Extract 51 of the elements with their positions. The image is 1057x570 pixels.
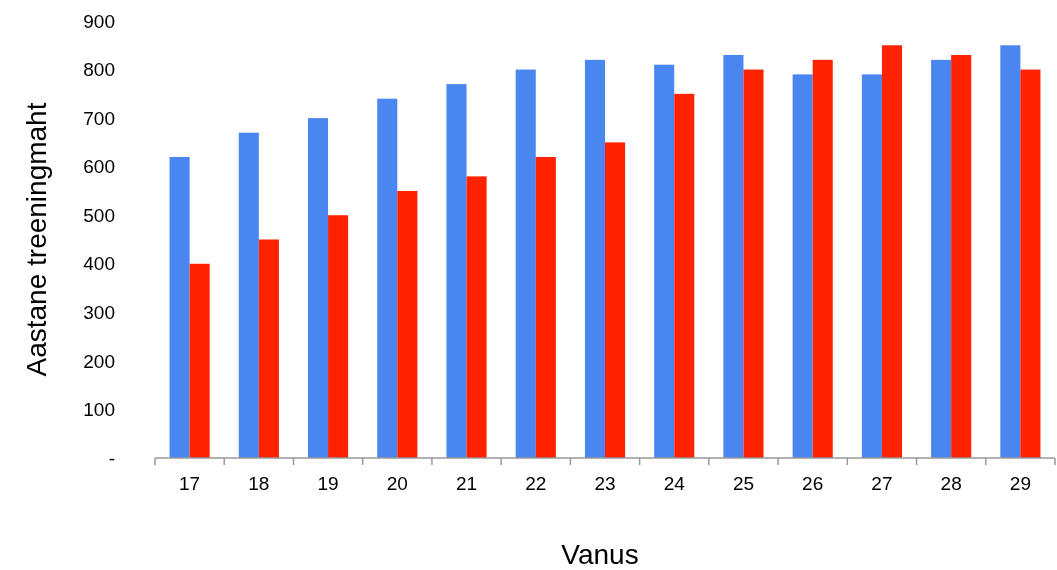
bar	[723, 54, 744, 458]
bar	[1020, 69, 1041, 458]
y-tick-label: 800	[83, 59, 115, 81]
bar	[377, 98, 398, 458]
x-tick-label: 19	[317, 473, 339, 494]
x-tick-label: 18	[248, 473, 270, 494]
bar	[674, 93, 695, 458]
bar	[238, 132, 259, 458]
bar	[605, 142, 626, 458]
x-tick-label: 27	[871, 473, 893, 494]
x-tick-label: 26	[802, 473, 824, 494]
bar	[792, 74, 813, 458]
bar	[169, 156, 190, 458]
y-tick-label: 500	[83, 204, 115, 226]
bar	[861, 74, 882, 458]
bar	[881, 45, 902, 458]
x-tick-label: 17	[179, 473, 201, 494]
x-tick-label: 22	[525, 473, 547, 494]
y-tick-label: 100	[83, 399, 115, 421]
bar	[743, 69, 764, 458]
x-tick-label: 29	[1009, 473, 1031, 494]
x-tick-label: 25	[732, 473, 755, 494]
bar	[1000, 45, 1021, 458]
bar	[466, 176, 487, 458]
bar	[515, 69, 536, 458]
y-tick-label: 900	[83, 10, 115, 32]
x-tick-label: 23	[594, 473, 616, 494]
bar	[535, 156, 556, 458]
bar	[654, 64, 675, 458]
bar	[951, 54, 972, 458]
y-tick-label: 700	[83, 107, 115, 129]
x-axis-title: Vanus	[561, 539, 639, 570]
y-tick-label: -	[108, 447, 115, 469]
bar	[397, 190, 418, 458]
x-tick-label: 24	[663, 473, 686, 494]
x-tick-label: 28	[940, 473, 962, 494]
bar	[258, 239, 279, 458]
y-tick-label: 600	[83, 156, 115, 178]
x-tick-label: 21	[455, 473, 478, 494]
bar	[446, 84, 467, 458]
bar	[189, 263, 210, 458]
bar	[328, 215, 349, 458]
bar	[584, 59, 605, 458]
y-tick-label: 200	[83, 350, 115, 372]
y-tick-label: 400	[83, 253, 115, 275]
y-axis-title: Aastane treeningmaht	[21, 102, 52, 377]
bar	[812, 59, 833, 458]
bar	[308, 118, 329, 458]
y-tick-label: 300	[83, 301, 115, 323]
x-tick-label: 20	[386, 473, 408, 494]
bar	[931, 59, 952, 458]
